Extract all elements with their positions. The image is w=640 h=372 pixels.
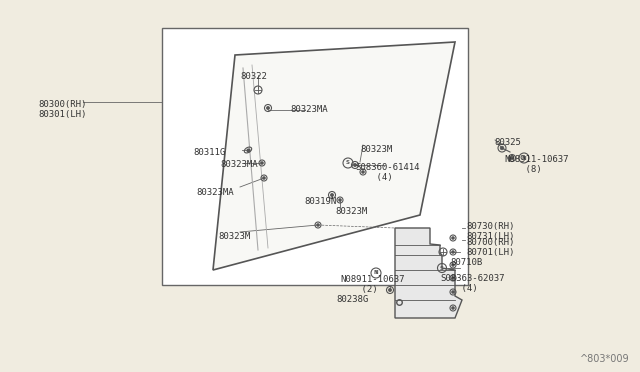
Text: N08911-10637
    (2): N08911-10637 (2) — [340, 275, 404, 294]
Circle shape — [500, 146, 504, 150]
Polygon shape — [395, 228, 462, 318]
Text: S: S — [346, 160, 350, 166]
Circle shape — [353, 163, 356, 167]
Text: 80323M: 80323M — [335, 207, 367, 216]
Bar — [162, 28, 468, 285]
Text: 80300(RH)
80301(LH): 80300(RH) 80301(LH) — [38, 100, 86, 119]
Text: 80322: 80322 — [240, 72, 267, 81]
Text: ^803*009: ^803*009 — [580, 354, 630, 364]
Circle shape — [388, 288, 392, 292]
Circle shape — [452, 277, 454, 279]
Text: 80710B: 80710B — [450, 258, 483, 267]
Circle shape — [262, 177, 266, 179]
Circle shape — [362, 171, 364, 173]
Text: 80323M: 80323M — [218, 232, 250, 241]
Text: 80323M: 80323M — [360, 145, 392, 154]
Circle shape — [330, 193, 333, 196]
Text: 80323MA: 80323MA — [290, 105, 328, 114]
Text: 80323MA: 80323MA — [220, 160, 258, 169]
Circle shape — [511, 156, 513, 160]
Text: S08363-62037
    (4): S08363-62037 (4) — [440, 274, 504, 294]
Text: N: N — [522, 155, 526, 160]
Text: 80238G: 80238G — [336, 295, 368, 304]
Text: 80700(RH)
80701(LH): 80700(RH) 80701(LH) — [466, 238, 515, 257]
Text: N: N — [374, 270, 378, 276]
Text: S08360-61414
    (4): S08360-61414 (4) — [355, 163, 419, 182]
Circle shape — [452, 251, 454, 253]
Circle shape — [452, 291, 454, 294]
Text: S: S — [440, 266, 444, 270]
Circle shape — [339, 199, 341, 201]
Text: 80311G: 80311G — [193, 148, 225, 157]
Circle shape — [317, 224, 319, 226]
Circle shape — [452, 264, 454, 266]
Text: 80730(RH)
80731(LH): 80730(RH) 80731(LH) — [466, 222, 515, 241]
Text: 80323MA: 80323MA — [196, 188, 234, 197]
Text: 80325: 80325 — [494, 138, 521, 147]
Circle shape — [452, 307, 454, 310]
Circle shape — [266, 106, 269, 110]
Circle shape — [452, 237, 454, 239]
Circle shape — [260, 162, 263, 164]
Text: N08911-10637
    (8): N08911-10637 (8) — [504, 155, 568, 174]
Text: 80319N: 80319N — [304, 197, 336, 206]
Polygon shape — [213, 42, 455, 270]
